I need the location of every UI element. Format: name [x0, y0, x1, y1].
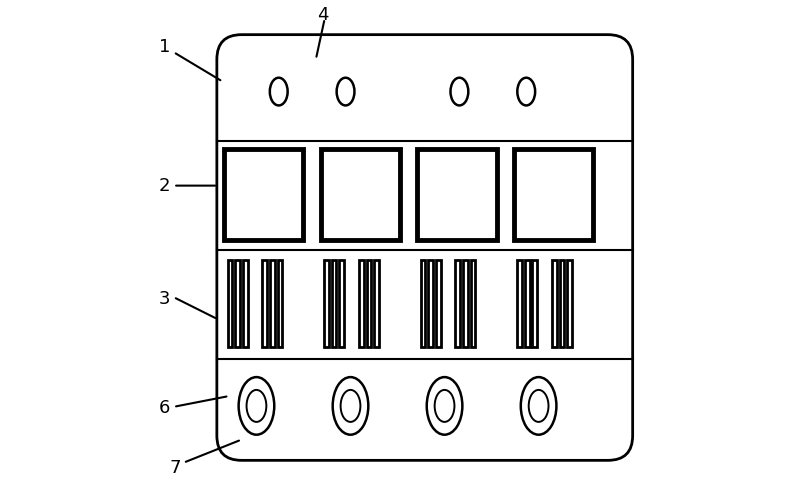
Text: 6: 6 [159, 399, 170, 417]
Bar [324, 260, 329, 346]
Ellipse shape [337, 78, 354, 105]
Bar [559, 260, 564, 346]
Ellipse shape [529, 390, 549, 422]
Bar [418, 148, 497, 240]
Bar [470, 260, 475, 346]
Ellipse shape [426, 377, 462, 435]
Text: 1: 1 [159, 38, 170, 56]
Ellipse shape [341, 390, 360, 422]
Ellipse shape [246, 390, 266, 422]
Bar [455, 260, 460, 346]
Ellipse shape [521, 377, 557, 435]
Ellipse shape [238, 377, 274, 435]
Ellipse shape [333, 377, 368, 435]
Bar [428, 260, 433, 346]
Bar [224, 148, 303, 240]
Bar [436, 260, 441, 346]
Bar [243, 260, 247, 346]
Bar [321, 148, 400, 240]
Bar [278, 260, 282, 346]
Ellipse shape [518, 78, 535, 105]
Bar [235, 260, 240, 346]
Bar [374, 260, 378, 346]
Bar [514, 148, 593, 240]
Ellipse shape [434, 390, 454, 422]
Bar [270, 260, 274, 346]
Bar [567, 260, 572, 346]
Text: 4: 4 [318, 6, 329, 24]
Bar [525, 260, 530, 346]
Text: 3: 3 [159, 291, 170, 308]
Bar [359, 260, 363, 346]
Bar [262, 260, 267, 346]
Bar [518, 260, 522, 346]
Ellipse shape [450, 78, 468, 105]
Bar [552, 260, 557, 346]
Text: 2: 2 [159, 177, 170, 195]
Bar [421, 260, 426, 346]
Bar [228, 260, 232, 346]
Ellipse shape [270, 78, 288, 105]
FancyBboxPatch shape [217, 35, 633, 460]
Bar [332, 260, 337, 346]
Text: 7: 7 [169, 459, 181, 477]
Bar [533, 260, 537, 346]
Bar [366, 260, 371, 346]
Bar [463, 260, 468, 346]
Bar [339, 260, 344, 346]
